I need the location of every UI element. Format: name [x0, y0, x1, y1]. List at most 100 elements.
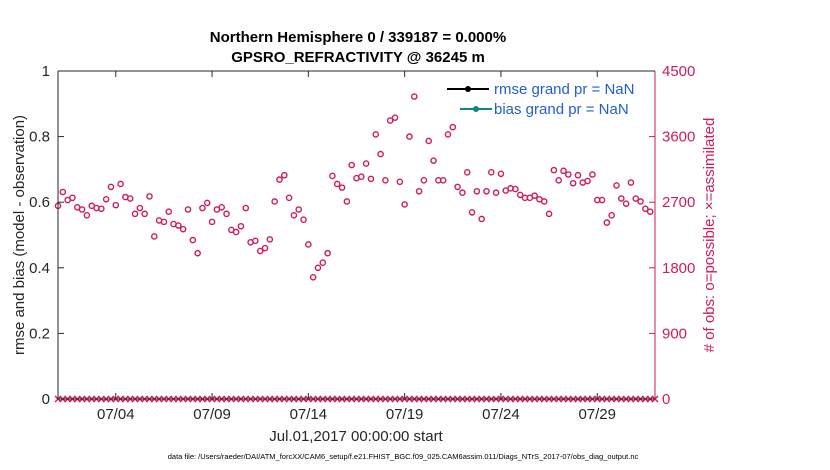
x-axis: 07/04 07/09 07/14 07/19 07/24 07/29: [97, 71, 616, 423]
possible-point: [252, 237, 259, 245]
possible-point: [382, 177, 389, 184]
possible-point: [637, 198, 644, 205]
y-tick-label: 0: [42, 391, 50, 408]
possible-point: [362, 160, 370, 167]
possible-point: [512, 185, 519, 193]
possible-point: [439, 177, 447, 184]
legend-box: [445, 78, 645, 118]
x-tick-label: 07/24: [482, 406, 520, 423]
possible-point: [309, 273, 317, 281]
plot-area: [58, 71, 655, 399]
possible-point: [584, 177, 591, 185]
possible-point: [473, 187, 481, 195]
possible-point: [463, 169, 471, 176]
possible-point: [146, 193, 153, 200]
y-tick-label: 0.2: [29, 325, 50, 342]
possible-point: [598, 196, 606, 204]
possible-point: [117, 180, 124, 188]
chart-title: Northern Hemisphere 0 / 339187 = 0.000%: [210, 29, 506, 46]
possible-point: [266, 236, 274, 243]
possible-point: [232, 228, 240, 236]
legend-bias-marker: [473, 106, 479, 112]
possible-point: [98, 205, 105, 213]
possible-point: [401, 201, 408, 208]
possible-point: [622, 200, 630, 207]
y-axis-label: rmse and bias (model - observation): [11, 115, 28, 355]
x-axis-label: Jul.01,2017 00:00:00 start: [269, 428, 443, 445]
possible-point: [102, 195, 110, 203]
possible-point: [59, 188, 67, 196]
possible-point: [589, 171, 596, 178]
possible-point: [406, 133, 413, 140]
possible-point: [372, 131, 380, 138]
chart-subtitle: GPSRO_REFRACTIVITY @ 36245 m: [231, 49, 485, 66]
possible-series: [54, 93, 654, 281]
possible-point: [126, 195, 134, 202]
possible-point: [627, 179, 635, 186]
possible-point: [218, 204, 225, 211]
possible-point: [497, 170, 505, 178]
y-right-axis-label: # of obs: o=possible; ×=assimilated: [701, 118, 718, 353]
possible-point: [550, 166, 558, 174]
possible-point: [545, 210, 553, 218]
possible-point: [420, 177, 428, 184]
possible-point: [83, 212, 91, 219]
possible-point: [444, 131, 452, 138]
possible-point: [237, 222, 245, 230]
possible-point: [555, 177, 563, 184]
possible-point: [256, 247, 264, 255]
possible-point: [617, 195, 625, 202]
possible-point: [179, 225, 187, 233]
possible-point: [295, 206, 303, 213]
possible-point: [136, 204, 144, 212]
x-tick-label: 07/14: [290, 406, 328, 423]
possible-point: [333, 180, 341, 188]
possible-point: [276, 176, 283, 183]
possible-point: [425, 137, 433, 145]
possible-point: [560, 167, 567, 175]
possible-point: [78, 206, 86, 213]
possible-point: [430, 157, 437, 164]
possible-point: [338, 184, 346, 191]
y-right-tick-label: 4500: [662, 63, 695, 80]
possible-point: [160, 218, 168, 226]
possible-point: [314, 264, 322, 272]
possible-point: [194, 249, 201, 257]
possible-point: [141, 210, 148, 218]
possible-point: [107, 183, 115, 191]
possible-point: [150, 233, 158, 240]
possible-point: [454, 183, 461, 191]
possible-point: [208, 218, 216, 226]
possible-point: [646, 208, 654, 215]
possible-point: [367, 175, 375, 183]
possible-point: [608, 212, 615, 219]
possible-point: [540, 198, 548, 205]
possible-point: [290, 212, 298, 219]
possible-point: [358, 173, 365, 180]
possible-point: [574, 171, 582, 179]
possible-point: [492, 189, 500, 197]
possible-point: [69, 194, 76, 202]
possible-point: [175, 222, 182, 229]
y-tick-label: 0.4: [29, 260, 50, 277]
x-tick-label: 07/19: [386, 406, 424, 423]
possible-point: [343, 198, 351, 205]
possible-point: [396, 178, 404, 186]
legend-rmse-marker: [465, 86, 471, 92]
possible-point: [223, 210, 230, 218]
possible-point: [478, 215, 485, 223]
possible-point: [131, 210, 139, 218]
possible-point: [203, 199, 211, 207]
possible-point: [324, 249, 331, 257]
y-right-tick-label: 0: [662, 391, 670, 408]
possible-point: [410, 93, 418, 100]
possible-point: [488, 169, 495, 176]
possible-point: [632, 195, 640, 202]
y-tick-label: 1: [42, 63, 50, 80]
possible-point: [415, 187, 423, 195]
possible-point: [468, 209, 476, 216]
possible-point: [300, 216, 307, 223]
y-right-tick-label: 2700: [662, 194, 695, 211]
y-right-tick-label: 3600: [662, 129, 695, 146]
legend: rmse grand pr = NaN bias grand pr = NaN: [445, 78, 645, 118]
